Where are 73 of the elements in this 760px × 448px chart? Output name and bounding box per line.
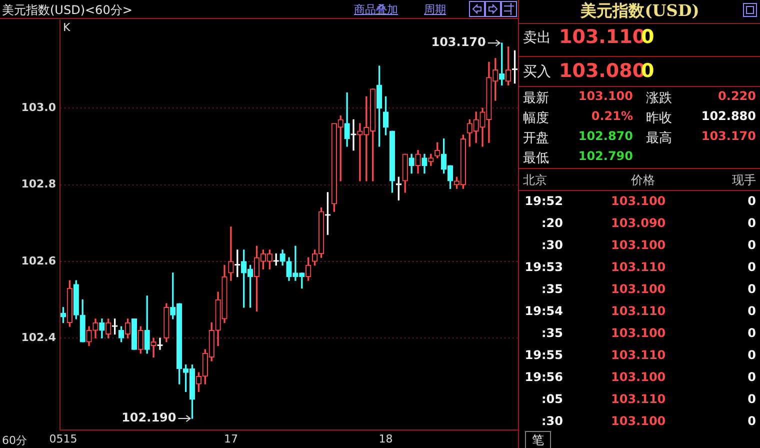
text: 19:55 [524,348,563,362]
text: 0 [748,414,756,428]
candlestick [228,226,234,281]
text: 0 [748,282,756,296]
annotation: K [63,21,70,34]
text: 商品叠加 [354,2,398,17]
text: 103.110 [611,392,666,406]
text: 周期 [424,2,446,17]
text: 103.100 [611,238,666,252]
text: 103.110 [611,348,666,362]
text: 最低 [523,150,549,167]
text: 0 [748,392,756,406]
y-tick-label: 102.8 [21,178,56,191]
text: 102.870 [578,129,633,143]
text: 涨跌 [646,90,672,107]
text: 买入 [523,63,551,81]
x-tick-label: 17 [224,432,238,446]
y-tick-label: 103.0 [21,100,56,114]
text: :35 [542,282,563,296]
text: 0 [748,304,756,318]
text: 0 [748,370,756,384]
text: 103.100 [611,194,666,208]
text: :20 [542,216,563,230]
x-tick-label: 0515 [49,432,78,446]
text: 102.880 [701,109,756,123]
candlestick [350,119,356,151]
text: 60分 [2,433,27,448]
text: 103.110 [611,304,666,318]
text: 卖出 [523,29,551,47]
text: :30 [542,414,563,428]
text: 昨收 [646,110,672,127]
text: 103.090 [611,216,666,230]
y-tick-label: 102.6 [21,254,56,268]
text: 最新 [523,90,549,107]
candlestick [150,338,156,358]
text: 0 [748,216,756,230]
text: 现手 [732,172,756,189]
text: 19:53 [524,260,563,274]
text: 最高 [646,130,672,147]
text: :35 [542,326,563,340]
text: 开盘 [523,130,549,147]
text: 0 [748,260,756,274]
text: 103.100 [611,326,666,340]
text: 103.100 [611,414,666,428]
text: 19:54 [524,304,563,318]
text: 0 [641,60,654,82]
text: 0 [748,238,756,252]
text: :05 [542,392,563,406]
text: 0 [641,26,654,48]
text: 103.100 [611,282,666,296]
text: 102.790 [578,149,633,163]
text: :30 [542,238,563,252]
text: 19:52 [524,194,563,208]
text: 价格 [631,172,655,189]
text: 0.21% [591,109,633,123]
text: 北京 [523,172,547,189]
x-tick-label: 18 [378,432,393,446]
text: 103.100 [578,89,633,103]
annotation: 103.170 [431,35,486,50]
text: 0 [748,194,756,208]
text: 19:56 [524,370,563,384]
text: 0 [748,326,756,340]
y-tick-label: 102.4 [21,330,56,344]
text: 103.170 [701,129,756,143]
text: 笔 [525,431,551,448]
text: 幅度 [523,110,549,127]
text: 0.220 [718,89,756,103]
chart-title: 美元指数(USD)<60分> [2,2,132,19]
text: 美元指数(USD) [579,1,700,22]
annotation: 102.190 [122,410,176,425]
text: 0 [748,348,756,362]
text: 103.100 [611,370,666,384]
text: 103.110 [611,260,666,274]
